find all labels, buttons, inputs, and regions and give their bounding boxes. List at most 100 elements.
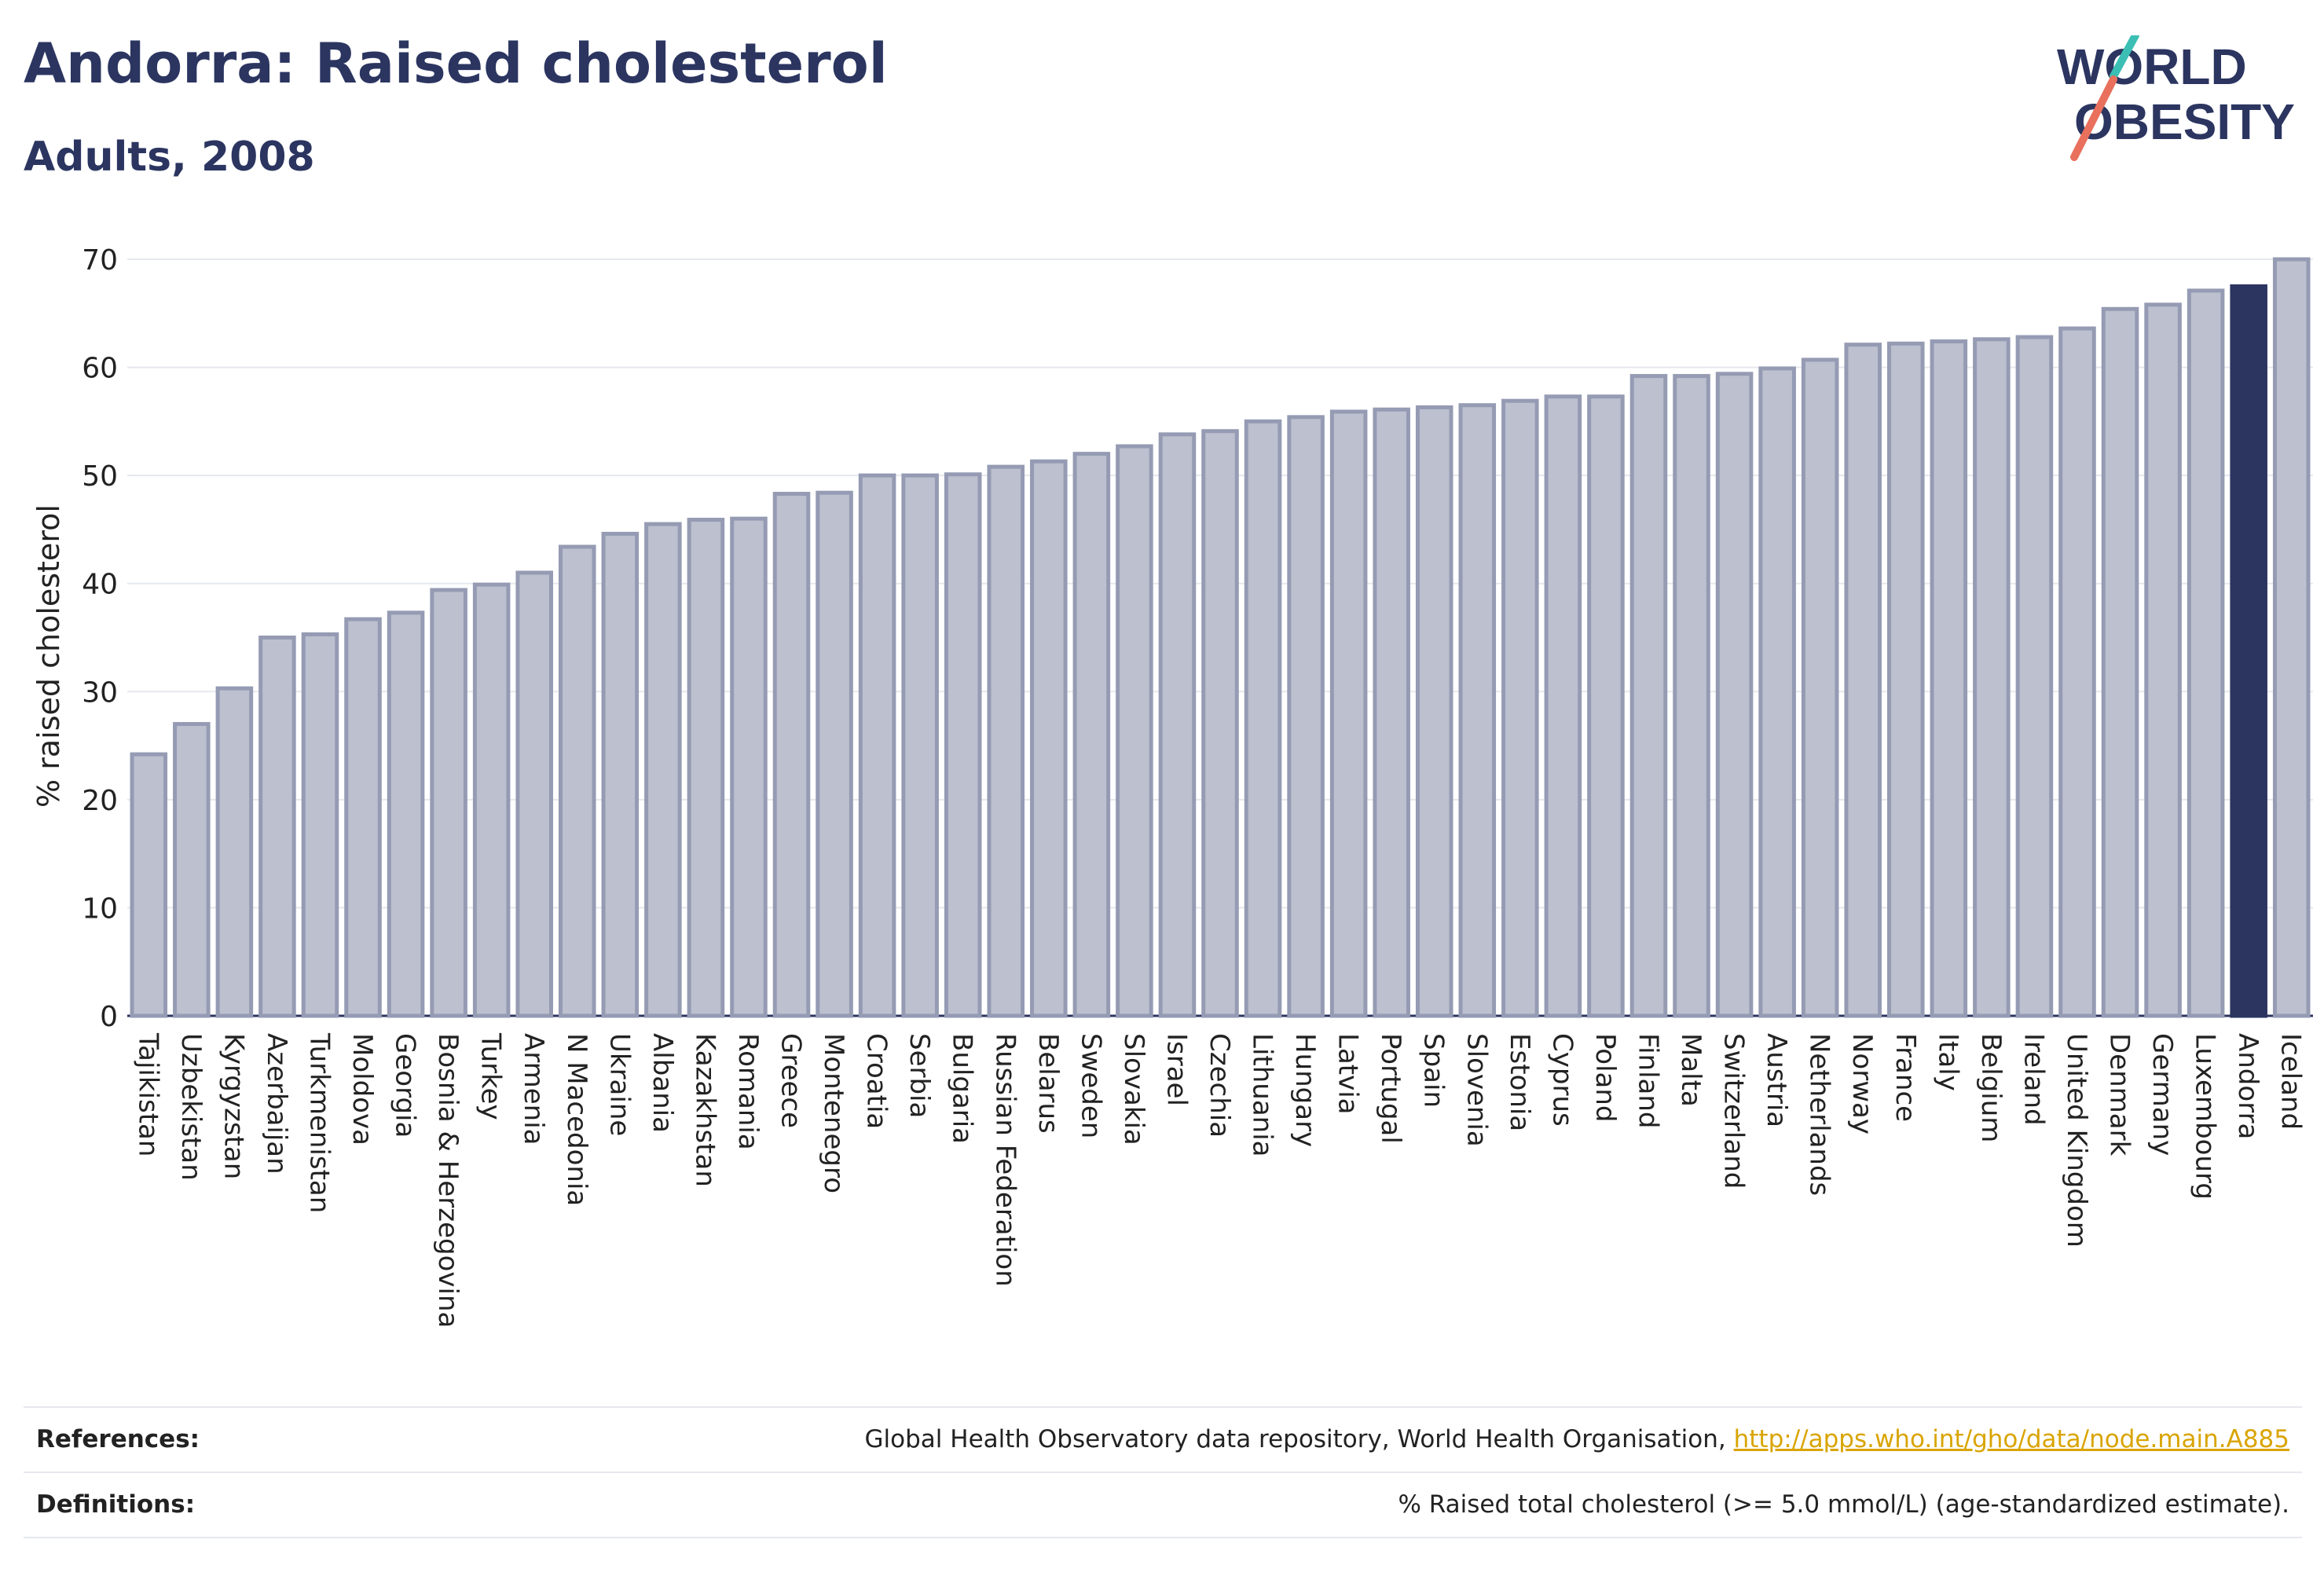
x-tick-label: Norway	[1846, 1033, 1878, 1134]
x-tick-label: Montenegro	[818, 1033, 849, 1193]
logo-slash-teal	[2110, 31, 2139, 80]
references-link[interactable]: http://apps.who.int/gho/data/node.main.A…	[1733, 1425, 2289, 1453]
bar-kyrgyzstan[interactable]	[215, 686, 254, 1018]
bar-turkmenistan[interactable]	[301, 632, 339, 1018]
bar-norway[interactable]	[1844, 343, 1882, 1018]
bar-united-kingdom[interactable]	[2058, 326, 2096, 1018]
bar-montenegro[interactable]	[816, 490, 853, 1018]
bar-czechia[interactable]	[1201, 429, 1239, 1018]
x-tick-label: Portugal	[1375, 1033, 1406, 1144]
divider-top	[24, 1406, 2302, 1408]
x-tick-label: Moldova	[346, 1033, 378, 1145]
x-tick-label: Austria	[1761, 1033, 1792, 1127]
bar-iceland[interactable]	[2272, 257, 2311, 1018]
x-tick-label: Andorra	[2232, 1033, 2264, 1139]
bar-moldova[interactable]	[344, 617, 382, 1018]
chart-subtitle: Adults, 2008	[24, 134, 315, 181]
bar-ukraine[interactable]	[601, 531, 640, 1018]
x-tick-label: Turkmenistan	[303, 1032, 335, 1213]
bar-italy[interactable]	[1930, 339, 1968, 1018]
x-tick-label: France	[1890, 1033, 1921, 1122]
x-tick-label: Georgia	[390, 1033, 421, 1138]
bar-croatia[interactable]	[858, 473, 896, 1018]
x-tick-label: N Macedonia	[561, 1033, 592, 1206]
bar-greece[interactable]	[772, 492, 811, 1018]
y-tick-label: 20	[82, 785, 118, 817]
bar-malta[interactable]	[1673, 374, 1710, 1018]
bar-russian-federation[interactable]	[987, 464, 1025, 1018]
x-tick-label: Netherlands	[1804, 1033, 1835, 1196]
bar-finland[interactable]	[1629, 374, 1668, 1018]
bar-kazakhstan[interactable]	[687, 518, 725, 1018]
bar-romania[interactable]	[730, 516, 768, 1018]
bar-armenia[interactable]	[515, 570, 553, 1018]
bar-albania[interactable]	[644, 522, 682, 1018]
bar-ireland[interactable]	[2015, 335, 2054, 1018]
x-tick-label: Lithuania	[1247, 1033, 1278, 1156]
bar-estonia[interactable]	[1501, 398, 1539, 1018]
bar-switzerland[interactable]	[1715, 372, 1754, 1018]
bar-bosnia-herzegovina[interactable]	[430, 588, 467, 1018]
bar-germany[interactable]	[2144, 302, 2182, 1018]
bar-cyprus[interactable]	[1544, 394, 1582, 1018]
bar-denmark[interactable]	[2101, 306, 2139, 1018]
logo-line1: WORLD	[2057, 38, 2247, 95]
x-tick-label: Serbia	[904, 1033, 935, 1118]
bar-spain[interactable]	[1415, 405, 1453, 1018]
bar-chart: 0 10 20 30 40 50 60 70 Tajikistan Uzbekistan Kyrg…	[31, 244, 2313, 1328]
bar-luxembourg[interactable]	[2187, 288, 2225, 1018]
x-tick-label: Croatia	[861, 1033, 893, 1129]
references-value: Global Health Observatory data repositor…	[865, 1425, 2289, 1453]
bar-turkey[interactable]	[472, 582, 511, 1018]
bar-netherlands[interactable]	[1801, 357, 1839, 1018]
references-row: References: Global Health Observatory da…	[24, 1408, 2302, 1471]
references-text: Global Health Observatory data repositor…	[864, 1425, 1734, 1453]
x-tick-label: Ukraine	[603, 1033, 635, 1136]
x-tick-label: Slovenia	[1461, 1033, 1492, 1147]
x-tick-label: Finland	[1632, 1033, 1663, 1129]
x-tick-label: Slovakia	[1118, 1033, 1149, 1145]
bar-n-macedonia[interactable]	[558, 544, 596, 1018]
y-tick-label: 30	[82, 676, 118, 709]
x-tick-label: Bosnia & Herzegovina	[432, 1033, 464, 1328]
bar-poland[interactable]	[1587, 394, 1625, 1018]
x-tick-label: Poland	[1589, 1033, 1621, 1123]
x-tick-label: Spain	[1418, 1033, 1450, 1108]
bar-austria[interactable]	[1758, 366, 1796, 1018]
x-tick-label: Kazakhstan	[689, 1033, 720, 1187]
bar-belgium[interactable]	[1973, 337, 2011, 1018]
x-tick-label: Sweden	[1075, 1033, 1106, 1138]
bar-slovenia[interactable]	[1458, 403, 1497, 1018]
bar-slovakia[interactable]	[1116, 444, 1153, 1018]
references-label: References:	[36, 1425, 200, 1453]
x-tick-label: Greece	[775, 1033, 807, 1128]
x-tick-label: Belgium	[1975, 1033, 2007, 1142]
bar-belarus[interactable]	[1030, 459, 1068, 1018]
x-tick-label: Czechia	[1204, 1033, 1235, 1138]
bar-bulgaria[interactable]	[944, 472, 982, 1018]
bar-andorra[interactable]	[2230, 284, 2267, 1018]
bars	[130, 257, 2311, 1018]
bar-latvia[interactable]	[1329, 409, 1368, 1018]
definitions-row: Definitions: % Raised total cholesterol …	[24, 1473, 2302, 1536]
bar-hungary[interactable]	[1287, 415, 1325, 1018]
x-tick-label: Armenia	[518, 1033, 549, 1145]
bar-uzbekistan[interactable]	[173, 722, 211, 1018]
bar-azerbaijan[interactable]	[258, 636, 296, 1018]
x-tick-label: Italy	[1932, 1033, 1963, 1091]
bar-france[interactable]	[1887, 341, 1925, 1018]
y-tick-label: 0	[100, 1001, 118, 1033]
x-tick-label: Denmark	[2104, 1033, 2135, 1156]
x-tick-label: Uzbekistan	[175, 1033, 207, 1181]
bar-portugal[interactable]	[1373, 407, 1410, 1018]
logo-line2: OBESITY	[2074, 93, 2295, 150]
bar-sweden[interactable]	[1072, 452, 1111, 1018]
bar-israel[interactable]	[1158, 432, 1197, 1018]
bar-tajikistan[interactable]	[130, 752, 168, 1018]
y-tick-label: 40	[82, 569, 118, 601]
bar-serbia[interactable]	[901, 473, 939, 1018]
bar-lithuania[interactable]	[1244, 419, 1282, 1018]
y-tick-label: 70	[82, 244, 118, 277]
y-tick-label: 60	[82, 353, 118, 385]
bar-georgia[interactable]	[387, 610, 425, 1018]
